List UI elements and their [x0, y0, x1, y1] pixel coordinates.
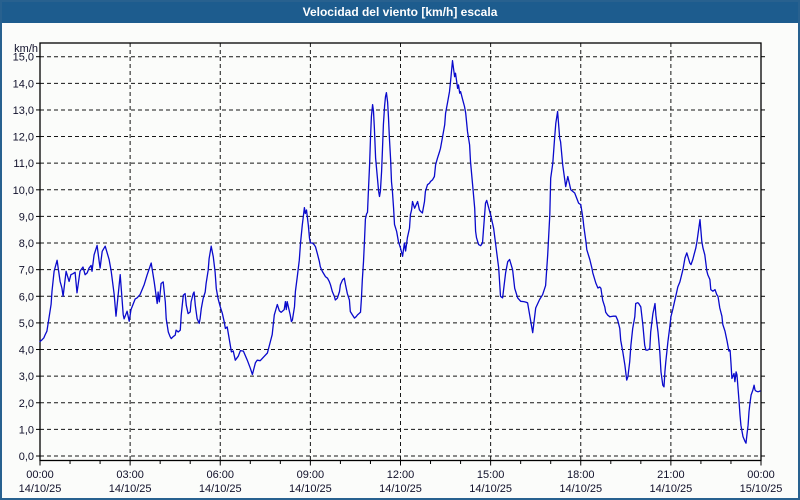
x-tick-date: 14/10/25	[199, 483, 242, 495]
x-tick-date: 14/10/25	[559, 483, 602, 495]
gridlines	[40, 43, 761, 461]
x-tick-date: 14/10/25	[379, 483, 422, 495]
title-bar: Velocidad del viento [km/h] escala	[2, 2, 798, 23]
y-tick-label: 13,0	[13, 105, 34, 117]
y-tick-label: 8,0	[19, 238, 34, 250]
x-tick-time: 15:00	[477, 469, 505, 481]
y-tick-label: 4,0	[19, 345, 34, 357]
y-tick-label: 11,0	[13, 158, 34, 170]
x-tick-date: 15/10/25	[740, 483, 783, 495]
y-tick-label: 6,0	[19, 291, 34, 303]
x-tick-date: 14/10/25	[649, 483, 692, 495]
x-tick-time: 18:00	[567, 469, 595, 481]
x-tick-time: 00:00	[747, 469, 775, 481]
axis-labels: 15,0 14,0 13,0 12,0 11,0 10,0 9,0 8,0 7,0 6,0 5,0 4…	[13, 52, 783, 495]
y-tick-label: 15,0	[13, 52, 34, 64]
x-tick-time: 03:00	[116, 469, 144, 481]
series-line	[39, 60, 761, 444]
y-tick-label: 9,0	[19, 211, 34, 223]
y-tick-label: 14,0	[13, 78, 34, 90]
y-tick-label: 7,0	[19, 265, 34, 277]
x-tick-date: 14/10/25	[109, 483, 152, 495]
y-tick-label: 1,0	[19, 424, 34, 436]
y-tick-label: 5,0	[19, 318, 34, 330]
x-tick-time: 06:00	[206, 469, 234, 481]
x-tick-date: 14/10/25	[19, 483, 62, 495]
window-title: Velocidad del viento [km/h] escala	[302, 5, 498, 19]
y-tick-label: 2,0	[19, 398, 34, 410]
x-tick-date: 14/10/25	[469, 483, 512, 495]
x-tick-time: 12:00	[387, 469, 415, 481]
y-tick-label: 10,0	[13, 185, 34, 197]
plot-border	[39, 42, 762, 462]
x-tick-time: 09:00	[297, 469, 325, 481]
x-tick-date: 14/10/25	[289, 483, 332, 495]
x-tick-time: 00:00	[26, 469, 54, 481]
x-tick-time: 21:00	[657, 469, 685, 481]
unit-label: km/h	[14, 43, 38, 55]
y-tick-label: 3,0	[19, 371, 34, 383]
y-tick-label: 12,0	[13, 132, 34, 144]
y-tick-label: 0,0	[19, 451, 34, 463]
